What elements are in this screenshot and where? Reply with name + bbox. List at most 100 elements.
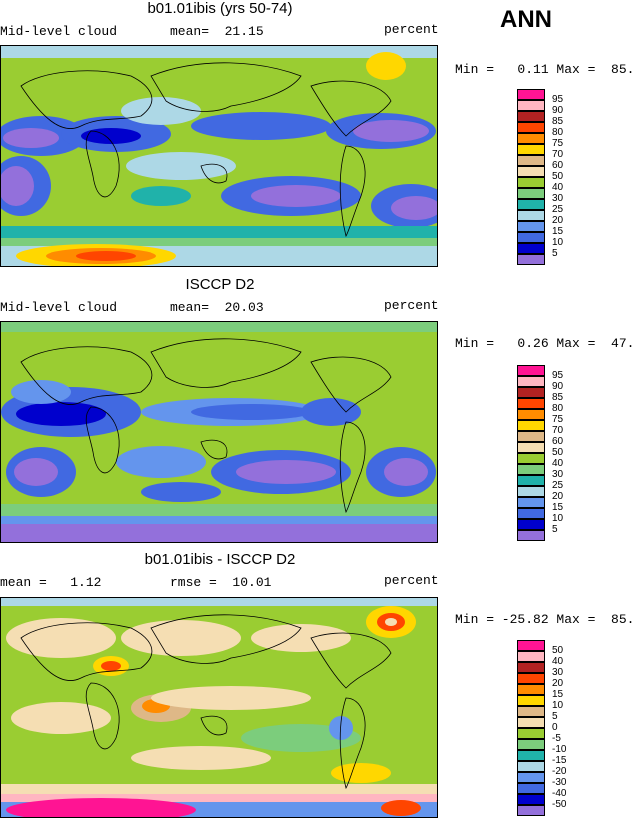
- legend-swatch: [517, 673, 545, 684]
- legend-label: 30: [552, 193, 564, 204]
- legend-swatch: [517, 684, 545, 695]
- legend-label: 80: [552, 127, 564, 138]
- panel2-field-label: Mid-level cloud: [0, 300, 118, 315]
- legend-label: 10: [552, 513, 564, 524]
- legend-swatch: [517, 387, 545, 398]
- legend-swatch: [517, 486, 545, 497]
- legend-label: 10: [552, 237, 564, 248]
- legend-label: 75: [552, 138, 564, 149]
- legend-swatch: [517, 89, 545, 100]
- legend-swatch: [517, 453, 545, 464]
- legend-swatch: [517, 761, 545, 772]
- legend-swatch: [517, 144, 545, 155]
- legend-label: 50: [552, 645, 564, 656]
- legend-swatch: [517, 376, 545, 387]
- legend-label: 20: [552, 215, 564, 226]
- legend-label: 15: [552, 226, 564, 237]
- legend-label: 90: [552, 381, 564, 392]
- legend-label: 40: [552, 656, 564, 667]
- legend-label: 90: [552, 105, 564, 116]
- panel2-map: [0, 321, 438, 543]
- legend-swatch: [517, 398, 545, 409]
- legend-swatch: [517, 783, 545, 794]
- panel3-title: b01.01ibis - ISCCP D2: [144, 551, 296, 568]
- legend-swatch: [517, 519, 545, 530]
- legend-label: 0: [552, 722, 558, 733]
- legend-swatch: [517, 497, 545, 508]
- legend-swatch: [517, 232, 545, 243]
- legend-label: 60: [552, 436, 564, 447]
- legend-swatch: [517, 805, 545, 816]
- legend-label: 75: [552, 414, 564, 425]
- panel3-rmse: rmse = 10.01: [170, 575, 272, 590]
- legend-label: -15: [552, 755, 567, 766]
- legend-swatch: [517, 695, 545, 706]
- legend-label: 40: [552, 458, 564, 469]
- legend-label: -10: [552, 744, 567, 755]
- legend-label: 60: [552, 160, 564, 171]
- legend-label: 5: [552, 248, 558, 259]
- panel1-mean: mean= 21.15: [170, 24, 264, 39]
- legend-label: -30: [552, 777, 567, 788]
- legend-swatch: [517, 739, 545, 750]
- legend-swatch: [517, 640, 545, 651]
- legend-swatch: [517, 177, 545, 188]
- legend-swatch: [517, 508, 545, 519]
- legend-label: 10: [552, 700, 564, 711]
- legend-swatch: [517, 420, 545, 431]
- legend-swatch: [517, 365, 545, 376]
- legend-swatch: [517, 442, 545, 453]
- legend-swatch: [517, 772, 545, 783]
- legend-label: 95: [552, 94, 564, 105]
- panel3-minmax: Min = -25.82 Max = 85.53: [455, 612, 633, 627]
- legend-swatch: [517, 243, 545, 254]
- panel1-map: [0, 45, 438, 267]
- legend-swatch: [517, 199, 545, 210]
- legend-label: -5: [552, 733, 561, 744]
- legend-label: -50: [552, 799, 567, 810]
- legend-label: 70: [552, 425, 564, 436]
- legend-swatch: [517, 111, 545, 122]
- legend-label: 30: [552, 469, 564, 480]
- panel1-title: b01.01ibis (yrs 50-74): [147, 0, 293, 17]
- season-label: ANN: [500, 6, 552, 33]
- legend-label: -20: [552, 766, 567, 777]
- legend-label: 25: [552, 480, 564, 491]
- legend-label: 70: [552, 149, 564, 160]
- panel2-title: ISCCP D2: [185, 276, 255, 293]
- legend-swatch: [517, 475, 545, 486]
- legend-label: 40: [552, 182, 564, 193]
- legend-label: 20: [552, 678, 564, 689]
- panel3-map: [0, 597, 438, 818]
- panel2-mean: mean= 20.03: [170, 300, 264, 315]
- legend-swatch: [517, 409, 545, 420]
- legend-label: 30: [552, 667, 564, 678]
- legend-label: -40: [552, 788, 567, 799]
- legend-swatch: [517, 530, 545, 541]
- legend-swatch: [517, 133, 545, 144]
- legend-label: 50: [552, 171, 564, 182]
- legend-label: 5: [552, 524, 558, 535]
- legend-swatch: [517, 166, 545, 177]
- legend-label: 25: [552, 204, 564, 215]
- legend-swatch: [517, 155, 545, 166]
- panel3-mean: mean = 1.12: [0, 575, 102, 590]
- legend-swatch: [517, 210, 545, 221]
- legend-label: 85: [552, 392, 564, 403]
- panel1-minmax: Min = 0.11 Max = 85.93: [455, 62, 633, 77]
- legend-label: 15: [552, 502, 564, 513]
- legend-label: 85: [552, 116, 564, 127]
- legend-label: 15: [552, 689, 564, 700]
- legend-swatch: [517, 717, 545, 728]
- legend-swatch: [517, 651, 545, 662]
- legend-swatch: [517, 221, 545, 232]
- legend-swatch: [517, 464, 545, 475]
- legend-swatch: [517, 750, 545, 761]
- legend-swatch: [517, 794, 545, 805]
- panel1-units: percent: [384, 22, 439, 37]
- legend-label: 5: [552, 711, 558, 722]
- legend-swatch: [517, 254, 545, 265]
- legend-label: 80: [552, 403, 564, 414]
- panel3-units: percent: [384, 573, 439, 588]
- panel1-field-label: Mid-level cloud: [0, 24, 118, 39]
